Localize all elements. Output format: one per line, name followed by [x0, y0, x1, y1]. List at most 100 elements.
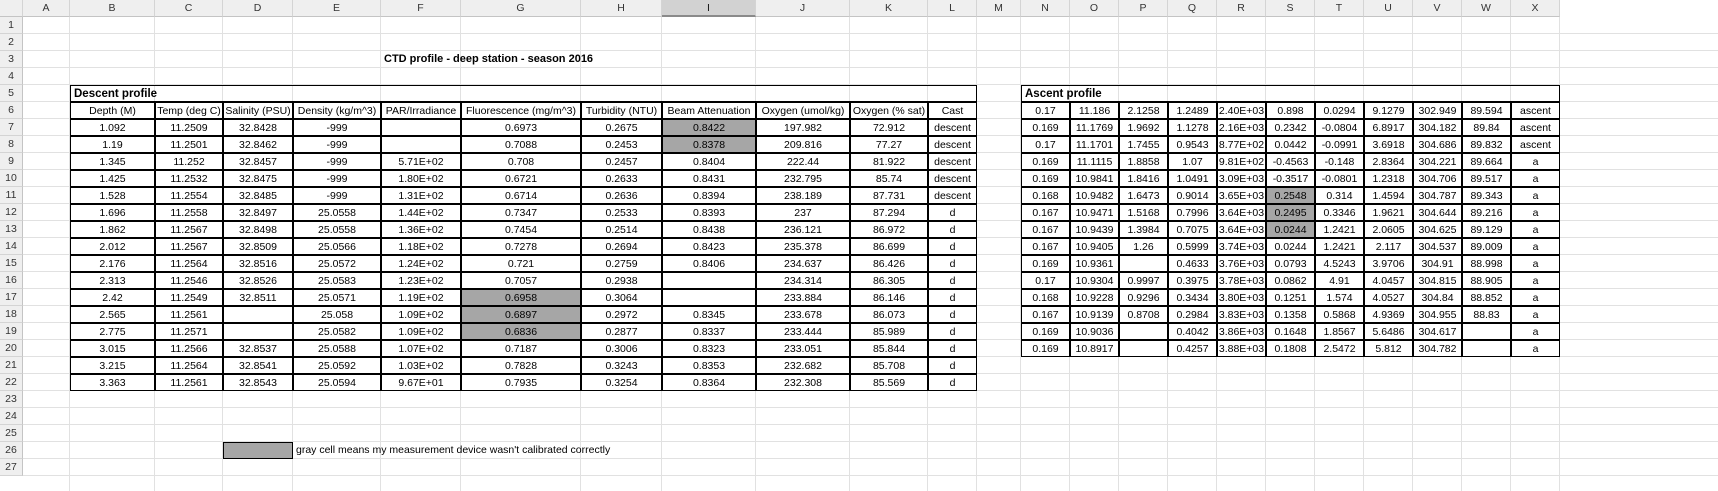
ascent-data-cell[interactable]: 304.182: [1413, 119, 1462, 136]
descent-data-cell[interactable]: -999: [293, 136, 381, 153]
row-header-18[interactable]: 18: [0, 306, 23, 323]
ascent-data-cell[interactable]: 10.9228: [1070, 289, 1119, 306]
descent-data-cell[interactable]: [223, 306, 293, 323]
ascent-data-cell[interactable]: 1.8567: [1315, 323, 1364, 340]
descent-data-cell[interactable]: 0.8422: [662, 119, 756, 136]
column-header-h[interactable]: H: [581, 0, 662, 17]
row-header-6[interactable]: 6: [0, 102, 23, 119]
ascent-data-cell[interactable]: a: [1511, 204, 1560, 221]
ascent-data-cell[interactable]: 89.832: [1462, 136, 1511, 153]
descent-data-cell[interactable]: descent: [928, 119, 977, 136]
descent-data-cell[interactable]: 0.7935: [461, 374, 581, 391]
column-header-x[interactable]: X: [1511, 0, 1560, 17]
ascent-data-cell[interactable]: 3.09E+03: [1217, 170, 1266, 187]
descent-data-cell[interactable]: 32.8526: [223, 272, 293, 289]
descent-data-cell[interactable]: 1.07E+02: [381, 340, 461, 357]
ascent-data-cell[interactable]: 0.9543: [1168, 136, 1217, 153]
descent-data-cell[interactable]: 77.27: [850, 136, 928, 153]
ascent-data-cell[interactable]: 11.1701: [1070, 136, 1119, 153]
descent-data-cell[interactable]: [381, 136, 461, 153]
ascent-data-cell[interactable]: 0.2342: [1266, 119, 1315, 136]
ascent-data-cell[interactable]: 1.0491: [1168, 170, 1217, 187]
descent-data-cell[interactable]: 0.6836: [461, 323, 581, 340]
ascent-data-cell[interactable]: 0.0244: [1266, 238, 1315, 255]
row-header-8[interactable]: 8: [0, 136, 23, 153]
row-header-15[interactable]: 15: [0, 255, 23, 272]
ascent-data-cell[interactable]: 3.80E+03: [1217, 289, 1266, 306]
descent-data-cell[interactable]: 0.8423: [662, 238, 756, 255]
ascent-data-cell[interactable]: 2.16E+03: [1217, 119, 1266, 136]
row-header-9[interactable]: 9: [0, 153, 23, 170]
ascent-data-cell[interactable]: 304.91: [1413, 255, 1462, 272]
ascent-data-cell[interactable]: 3.6918: [1364, 136, 1413, 153]
ascent-data-cell[interactable]: 0.1358: [1266, 306, 1315, 323]
ascent-data-cell[interactable]: 1.6473: [1119, 187, 1168, 204]
ascent-data-cell[interactable]: 0.3346: [1315, 204, 1364, 221]
descent-data-cell[interactable]: 1.528: [70, 187, 155, 204]
descent-data-cell[interactable]: 237: [756, 204, 850, 221]
column-header-i[interactable]: I: [662, 0, 756, 17]
column-header-p[interactable]: P: [1119, 0, 1168, 17]
descent-data-cell[interactable]: 0.8393: [662, 204, 756, 221]
ascent-data-cell[interactable]: 0.4633: [1168, 255, 1217, 272]
descent-data-cell[interactable]: 0.7454: [461, 221, 581, 238]
descent-data-cell[interactable]: 233.678: [756, 306, 850, 323]
descent-data-cell[interactable]: d: [928, 306, 977, 323]
descent-data-cell[interactable]: 11.2501: [155, 136, 223, 153]
row-header-7[interactable]: 7: [0, 119, 23, 136]
descent-data-cell[interactable]: 0.8345: [662, 306, 756, 323]
ascent-data-cell[interactable]: 0.17: [1021, 102, 1070, 119]
ascent-data-cell[interactable]: -0.3517: [1266, 170, 1315, 187]
descent-data-cell[interactable]: 3.363: [70, 374, 155, 391]
row-header-17[interactable]: 17: [0, 289, 23, 306]
descent-data-cell[interactable]: 32.8498: [223, 221, 293, 238]
descent-data-cell[interactable]: 32.8511: [223, 289, 293, 306]
ascent-data-cell[interactable]: 0.168: [1021, 289, 1070, 306]
descent-data-cell[interactable]: 11.252: [155, 153, 223, 170]
ascent-data-cell[interactable]: 0.167: [1021, 221, 1070, 238]
ascent-data-cell[interactable]: 0.314: [1315, 187, 1364, 204]
descent-data-cell[interactable]: 25.0571: [293, 289, 381, 306]
descent-data-cell[interactable]: 32.8462: [223, 136, 293, 153]
ascent-data-cell[interactable]: 304.782: [1413, 340, 1462, 357]
descent-data-cell[interactable]: 72.912: [850, 119, 928, 136]
descent-data-cell[interactable]: 86.699: [850, 238, 928, 255]
descent-data-cell[interactable]: descent: [928, 170, 977, 187]
descent-data-cell[interactable]: 1.18E+02: [381, 238, 461, 255]
ascent-data-cell[interactable]: 0.7996: [1168, 204, 1217, 221]
ascent-data-cell[interactable]: 304.625: [1413, 221, 1462, 238]
ascent-data-cell[interactable]: 10.9471: [1070, 204, 1119, 221]
descent-header-cell[interactable]: Depth (M): [70, 102, 155, 119]
descent-data-cell[interactable]: 1.19E+02: [381, 289, 461, 306]
descent-data-cell[interactable]: 32.8509: [223, 238, 293, 255]
ascent-data-cell[interactable]: 0.0862: [1266, 272, 1315, 289]
ascent-data-cell[interactable]: 88.905: [1462, 272, 1511, 289]
ascent-data-cell[interactable]: 0.169: [1021, 255, 1070, 272]
descent-data-cell[interactable]: 0.8394: [662, 187, 756, 204]
ascent-data-cell[interactable]: 304.686: [1413, 136, 1462, 153]
descent-data-cell[interactable]: 32.8537: [223, 340, 293, 357]
descent-data-cell[interactable]: 1.696: [70, 204, 155, 221]
descent-data-cell[interactable]: 81.922: [850, 153, 928, 170]
descent-data-cell[interactable]: 0.7057: [461, 272, 581, 289]
ascent-data-cell[interactable]: a: [1511, 187, 1560, 204]
descent-data-cell[interactable]: 0.2694: [581, 238, 662, 255]
row-header-24[interactable]: 24: [0, 408, 23, 425]
ascent-data-cell[interactable]: 0.2495: [1266, 204, 1315, 221]
column-header-j[interactable]: J: [756, 0, 850, 17]
ascent-data-cell[interactable]: a: [1511, 255, 1560, 272]
descent-data-cell[interactable]: 25.0558: [293, 204, 381, 221]
descent-data-cell[interactable]: 32.8428: [223, 119, 293, 136]
ascent-data-cell[interactable]: 6.8917: [1364, 119, 1413, 136]
ascent-data-cell[interactable]: 302.949: [1413, 102, 1462, 119]
ascent-data-cell[interactable]: 0.7075: [1168, 221, 1217, 238]
descent-data-cell[interactable]: 0.6958: [461, 289, 581, 306]
descent-data-cell[interactable]: 197.982: [756, 119, 850, 136]
descent-data-cell[interactable]: 11.2571: [155, 323, 223, 340]
descent-data-cell[interactable]: 0.8364: [662, 374, 756, 391]
ascent-data-cell[interactable]: 0.0294: [1315, 102, 1364, 119]
descent-data-cell[interactable]: 0.7347: [461, 204, 581, 221]
ascent-data-cell[interactable]: 89.216: [1462, 204, 1511, 221]
ascent-data-cell[interactable]: 0.17: [1021, 136, 1070, 153]
